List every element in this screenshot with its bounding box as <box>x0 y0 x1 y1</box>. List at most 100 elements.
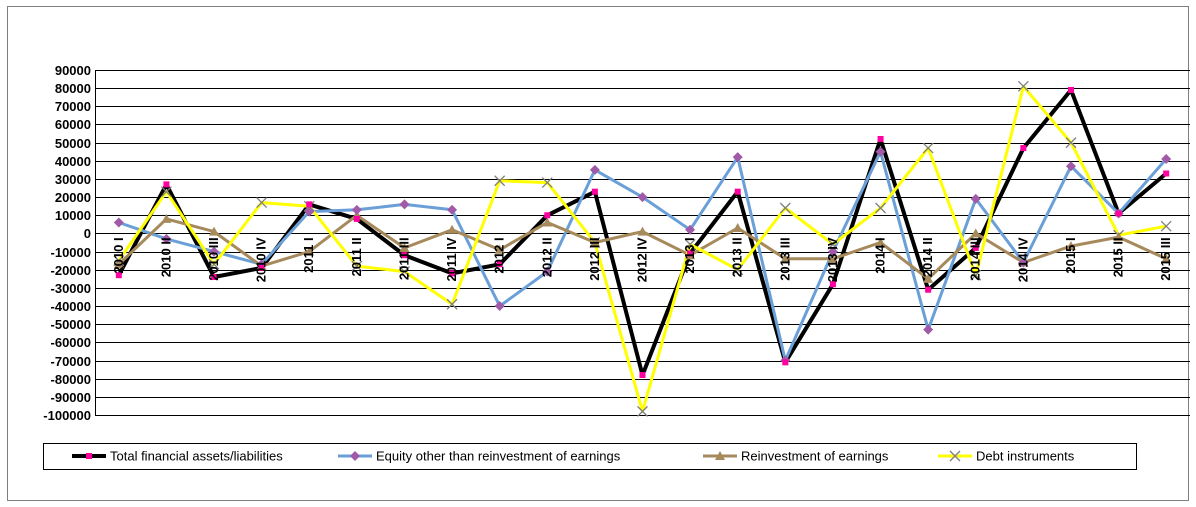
legend-marker-4 <box>949 450 961 462</box>
data-point-s1 <box>591 188 598 195</box>
data-point-s4 <box>256 197 268 209</box>
data-point-s3 <box>732 222 743 232</box>
x-tick-label: 2014 III <box>968 237 983 280</box>
data-point-s2 <box>1065 161 1076 172</box>
data-point-s1 <box>115 272 122 279</box>
data-point-s1 <box>544 212 551 219</box>
data-point-s4 <box>922 142 934 154</box>
legend-marker-1 <box>86 453 92 459</box>
data-point-s1 <box>353 215 360 222</box>
data-point-s1 <box>163 181 170 188</box>
x-tick-label: 2011 IV <box>444 237 459 281</box>
data-point-s1 <box>306 201 313 208</box>
y-tick-label: -30000 <box>51 281 91 296</box>
data-point-s1 <box>1115 210 1122 217</box>
y-tick-label: -80000 <box>51 372 91 387</box>
y-tick-label: 60000 <box>55 117 91 132</box>
y-tick-label: 50000 <box>55 136 91 151</box>
data-point-s3 <box>923 273 934 283</box>
y-tick-label: -40000 <box>51 299 91 314</box>
legend-label-2: Equity other than reinvestment of earnin… <box>376 449 621 464</box>
y-tick-label: 90000 <box>55 63 91 78</box>
x-tick-label: 2012 IV <box>635 237 650 282</box>
data-point-s4 <box>446 298 458 310</box>
y-tick-label: -100000 <box>43 408 91 423</box>
data-point-s3 <box>161 213 172 223</box>
data-point-s1 <box>877 136 884 142</box>
data-point-s3 <box>542 217 553 227</box>
data-point-s3 <box>637 226 648 236</box>
data-point-s4 <box>970 269 982 281</box>
y-tick-label: -60000 <box>51 335 91 350</box>
data-point-s4 <box>827 238 839 250</box>
x-tick-label: 2011 II <box>349 237 364 276</box>
legend-label-4: Debt instruments <box>976 449 1075 464</box>
data-point-s2 <box>494 301 505 312</box>
x-tick-label: 2013 III <box>777 237 792 280</box>
data-point-s3 <box>113 259 124 269</box>
data-point-s1 <box>734 188 741 195</box>
data-point-s4 <box>541 177 553 189</box>
data-point-s4 <box>1065 137 1077 149</box>
data-point-s1 <box>449 270 456 277</box>
y-tick-label: 0 <box>84 226 91 241</box>
data-point-s3 <box>494 244 505 254</box>
data-point-s2 <box>542 266 553 277</box>
data-point-s4 <box>398 266 410 278</box>
x-tick-label: 2012 II <box>539 237 554 277</box>
data-point-s1 <box>1020 145 1027 152</box>
data-point-s2 <box>685 224 696 235</box>
y-tick-label: 80000 <box>55 81 91 96</box>
legend-marker-2 <box>350 451 360 461</box>
y-tick-label: -20000 <box>51 263 91 278</box>
data-point-s3 <box>209 226 220 236</box>
data-point-s2 <box>351 204 362 215</box>
x-tick-label: 2011 I <box>301 237 316 272</box>
x-tick-label: 2012 III <box>587 237 602 280</box>
x-tick-label: 2010 I <box>111 237 126 273</box>
x-tick-label: 2010 IV <box>254 237 269 282</box>
data-point-s2 <box>161 233 172 244</box>
data-point-s3 <box>970 228 981 238</box>
data-point-s3 <box>1065 241 1076 251</box>
data-point-s1 <box>972 244 979 251</box>
x-tick-label: 2010 III <box>206 237 221 280</box>
data-point-s4 <box>637 405 648 417</box>
x-tick-label: 2014 I <box>873 237 888 273</box>
data-point-s2 <box>875 146 886 157</box>
data-point-s4 <box>1160 220 1172 232</box>
data-point-s3 <box>780 253 791 263</box>
data-point-s4 <box>1017 80 1029 92</box>
data-point-s3 <box>447 224 458 234</box>
data-point-s2 <box>399 199 410 210</box>
legend-label-3: Reinvestment of earnings <box>741 449 889 464</box>
data-point-s4 <box>160 186 172 198</box>
data-point-s1 <box>1163 170 1170 177</box>
data-point-s1 <box>829 281 836 288</box>
data-point-s1 <box>639 372 646 379</box>
data-point-s2 <box>923 324 934 335</box>
data-point-s3 <box>589 237 600 247</box>
data-point-s3 <box>304 246 315 256</box>
x-tick-label: 2014 II <box>920 237 935 277</box>
data-point-s2 <box>637 192 648 203</box>
data-point-s4 <box>684 238 696 250</box>
x-tick-label: 2010 II <box>158 237 173 277</box>
x-tick-label: 2013 IV <box>825 237 840 282</box>
data-point-s4 <box>875 202 887 214</box>
x-tick-label: 2014 IV <box>1015 237 1030 282</box>
data-point-s3 <box>827 253 838 263</box>
data-point-s3 <box>875 237 886 247</box>
data-point-s1 <box>687 250 694 257</box>
data-point-s2 <box>1161 153 1172 164</box>
y-tick-label: 30000 <box>55 172 91 187</box>
x-tick-label: 2012 I <box>492 237 507 273</box>
y-tick-label: -70000 <box>51 354 91 369</box>
x-tick-label: 2013 I <box>682 237 697 273</box>
data-point-s1 <box>401 252 408 259</box>
y-tick-label: -10000 <box>51 245 91 260</box>
data-point-s2 <box>304 206 315 217</box>
data-point-s4 <box>779 202 791 214</box>
y-tick-label: 70000 <box>55 99 91 114</box>
